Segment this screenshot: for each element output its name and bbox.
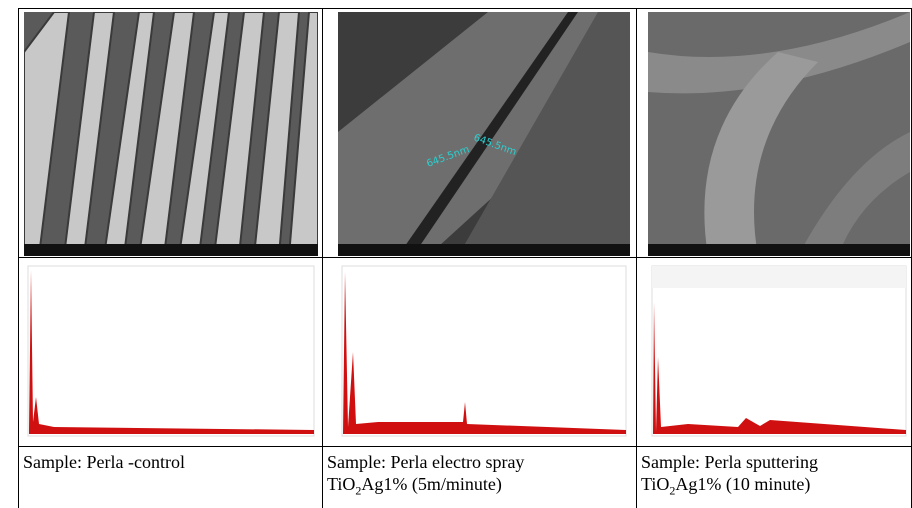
spectrum (341, 265, 627, 437)
cell (322, 257, 637, 447)
caption: Sample: Perla -control (18, 446, 323, 508)
caption-line: TiO2Ag1% (10 minute) (641, 473, 911, 498)
caption: Sample: Perla electro spray TiO2Ag1% (5m/… (322, 446, 637, 508)
cell (18, 8, 323, 258)
caption-text: Ag1% (10 minute) (675, 474, 811, 494)
subscript: 2 (669, 483, 676, 498)
caption-text: TiO (641, 474, 670, 494)
caption-text: Ag1% (5m/minute) (361, 474, 502, 494)
caption-line: TiO2Ag1% (5m/minute) (327, 473, 637, 498)
sem-image: 645.5nm 645.5nm (338, 12, 630, 256)
subscript: 2 (355, 483, 362, 498)
caption-text: Sample: Perla -control (23, 452, 185, 472)
cell (18, 257, 323, 447)
sem-image (648, 12, 910, 256)
cell (322, 8, 637, 258)
caption: Sample: Perla sputtering TiO2Ag1% (10 min… (636, 446, 912, 508)
caption-text: Sample: Perla sputtering (641, 452, 818, 472)
spectrum (651, 265, 907, 437)
sem-image (24, 12, 318, 256)
caption-line: Sample: Perla -control (23, 451, 323, 473)
caption-line: Sample: Perla electro spray (327, 451, 637, 473)
caption-text: Sample: Perla electro spray (327, 452, 525, 472)
caption-line: Sample: Perla sputtering (641, 451, 911, 473)
spectrum (27, 265, 315, 437)
caption-text: TiO (327, 474, 356, 494)
